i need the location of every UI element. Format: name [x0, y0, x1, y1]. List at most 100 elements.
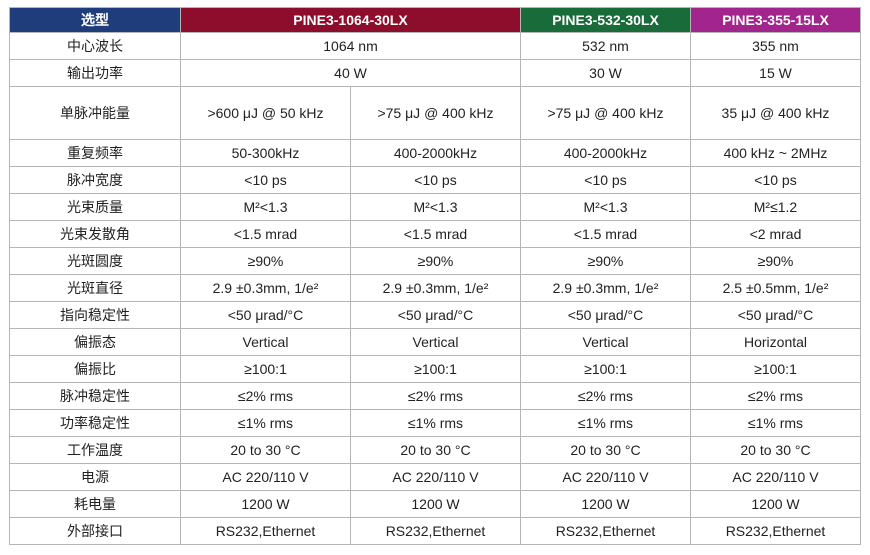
- row-beam-quality: 光束质量 M²<1.3 M²<1.3 M²<1.3 M²≤1.2: [9, 193, 861, 221]
- cell-value: M²<1.3: [350, 193, 521, 221]
- row-power: 输出功率 40 W 30 W 15 W: [9, 59, 861, 87]
- cell-value: <50 μrad/°C: [350, 301, 521, 329]
- cell-value: 20 to 30 °C: [690, 436, 861, 464]
- cell-value: AC 220/110 V: [520, 463, 691, 491]
- cell-value: 400-2000kHz: [520, 139, 691, 167]
- cell-value: 30 W: [520, 59, 691, 87]
- cell-value: ≤1% rms: [690, 409, 861, 437]
- cell-value: ≥100:1: [520, 355, 691, 383]
- cell-value: ≤1% rms: [180, 409, 351, 437]
- row-label: 中心波长: [9, 32, 181, 60]
- cell-value: RS232,Ethernet: [180, 517, 351, 545]
- cell-value: >75 μJ @ 400 kHz: [520, 86, 691, 140]
- cell-value: 20 to 30 °C: [520, 436, 691, 464]
- cell-value: ≤1% rms: [520, 409, 691, 437]
- cell-value: ≥90%: [690, 247, 861, 275]
- cell-value: ≤2% rms: [690, 382, 861, 410]
- cell-value: <1.5 mrad: [180, 220, 351, 248]
- row-label: 电源: [9, 463, 181, 491]
- cell-value: 400 kHz ~ 2MHz: [690, 139, 861, 167]
- cell-value: >600 μJ @ 50 kHz: [180, 86, 351, 140]
- row-label: 外部接口: [9, 517, 181, 545]
- cell-value: 400-2000kHz: [350, 139, 521, 167]
- cell-value: 1200 W: [350, 490, 521, 518]
- row-pulse-energy: 单脉冲能量 >600 μJ @ 50 kHz >75 μJ @ 400 kHz …: [9, 86, 861, 140]
- cell-value: Vertical: [180, 328, 351, 356]
- row-label: 光斑直径: [9, 274, 181, 302]
- row-power-stability: 功率稳定性 ≤1% rms ≤1% rms ≤1% rms ≤1% rms: [9, 409, 861, 437]
- cell-value: <50 μrad/°C: [180, 301, 351, 329]
- cell-value: <10 ps: [520, 166, 691, 194]
- row-label: 脉冲宽度: [9, 166, 181, 194]
- row-label: 光束质量: [9, 193, 181, 221]
- cell-value: M²<1.3: [180, 193, 351, 221]
- cell-value: ≤1% rms: [350, 409, 521, 437]
- cell-value: Vertical: [350, 328, 521, 356]
- cell-value: 2.9 ±0.3mm, 1/e²: [350, 274, 521, 302]
- cell-value: 35 μJ @ 400 kHz: [690, 86, 861, 140]
- cell-value: ≥100:1: [690, 355, 861, 383]
- row-roundness: 光斑圆度 ≥90% ≥90% ≥90% ≥90%: [9, 247, 861, 275]
- cell-value: <50 μrad/°C: [690, 301, 861, 329]
- row-label: 耗电量: [9, 490, 181, 518]
- row-label: 输出功率: [9, 59, 181, 87]
- cell-value: <10 ps: [690, 166, 861, 194]
- cell-value: 50-300kHz: [180, 139, 351, 167]
- cell-value: Vertical: [520, 328, 691, 356]
- cell-value: <1.5 mrad: [520, 220, 691, 248]
- cell-value: ≥90%: [520, 247, 691, 275]
- row-rep-rate: 重复频率 50-300kHz 400-2000kHz 400-2000kHz 4…: [9, 139, 861, 167]
- cell-value: RS232,Ethernet: [350, 517, 521, 545]
- cell-value: 20 to 30 °C: [180, 436, 351, 464]
- cell-value: 355 nm: [690, 32, 861, 60]
- row-divergence: 光束发散角 <1.5 mrad <1.5 mrad <1.5 mrad <2 m…: [9, 220, 861, 248]
- cell-value: AC 220/110 V: [180, 463, 351, 491]
- row-label: 脉冲稳定性: [9, 382, 181, 410]
- cell-value: <2 mrad: [690, 220, 861, 248]
- row-pointing: 指向稳定性 <50 μrad/°C <50 μrad/°C <50 μrad/°…: [9, 301, 861, 329]
- cell-value: AC 220/110 V: [350, 463, 521, 491]
- cell-value: AC 220/110 V: [690, 463, 861, 491]
- cell-value: M²<1.3: [520, 193, 691, 221]
- row-label: 偏振态: [9, 328, 181, 356]
- header-pine3-355: PINE3-355-15LX: [690, 7, 861, 33]
- cell-value: ≥100:1: [350, 355, 521, 383]
- row-pulse-stability: 脉冲稳定性 ≤2% rms ≤2% rms ≤2% rms ≤2% rms: [9, 382, 861, 410]
- row-diameter: 光斑直径 2.9 ±0.3mm, 1/e² 2.9 ±0.3mm, 1/e² 2…: [9, 274, 861, 302]
- header-model: 选型: [9, 7, 181, 33]
- row-label: 偏振比: [9, 355, 181, 383]
- row-wavelength: 中心波长 1064 nm 532 nm 355 nm: [9, 32, 861, 60]
- row-temperature: 工作温度 20 to 30 °C 20 to 30 °C 20 to 30 °C…: [9, 436, 861, 464]
- header-pine3-532: PINE3-532-30LX: [520, 7, 691, 33]
- cell-value: 1200 W: [690, 490, 861, 518]
- cell-value: 532 nm: [520, 32, 691, 60]
- cell-value: 1200 W: [180, 490, 351, 518]
- cell-value: <50 μrad/°C: [520, 301, 691, 329]
- cell-value: ≤2% rms: [350, 382, 521, 410]
- spec-table: 选型 PINE3-1064-30LX PINE3-532-30LX PINE3-…: [9, 7, 861, 545]
- cell-value: <10 ps: [350, 166, 521, 194]
- cell-value: 20 to 30 °C: [350, 436, 521, 464]
- cell-value: >75 μJ @ 400 kHz: [350, 86, 521, 140]
- header-pine3-1064: PINE3-1064-30LX: [180, 7, 521, 33]
- row-label: 单脉冲能量: [9, 86, 181, 140]
- row-consumption: 耗电量 1200 W 1200 W 1200 W 1200 W: [9, 490, 861, 518]
- cell-value: 1200 W: [520, 490, 691, 518]
- cell-value: 15 W: [690, 59, 861, 87]
- cell-value: ≥90%: [180, 247, 351, 275]
- row-pol-ratio: 偏振比 ≥100:1 ≥100:1 ≥100:1 ≥100:1: [9, 355, 861, 383]
- cell-value: 2.9 ±0.3mm, 1/e²: [180, 274, 351, 302]
- cell-value: <10 ps: [180, 166, 351, 194]
- row-label: 光束发散角: [9, 220, 181, 248]
- row-polarization: 偏振态 Vertical Vertical Vertical Horizonta…: [9, 328, 861, 356]
- cell-value: 40 W: [180, 59, 521, 87]
- row-label: 光斑圆度: [9, 247, 181, 275]
- cell-value: ≥90%: [350, 247, 521, 275]
- cell-value: ≥100:1: [180, 355, 351, 383]
- cell-value: RS232,Ethernet: [520, 517, 691, 545]
- row-label: 重复频率: [9, 139, 181, 167]
- row-pulse-width: 脉冲宽度 <10 ps <10 ps <10 ps <10 ps: [9, 166, 861, 194]
- row-label: 功率稳定性: [9, 409, 181, 437]
- row-label: 工作温度: [9, 436, 181, 464]
- cell-value: RS232,Ethernet: [690, 517, 861, 545]
